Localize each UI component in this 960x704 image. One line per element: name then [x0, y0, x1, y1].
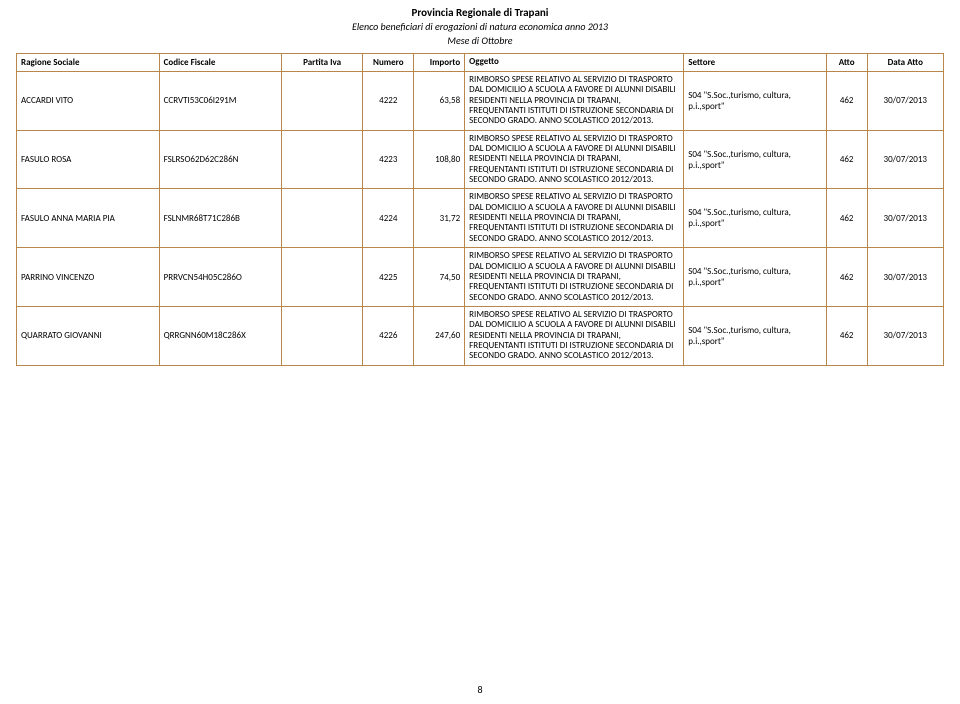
cell-ragione: FASULO ANNA MARIA PIA — [17, 189, 160, 248]
col-numero: Numero — [363, 54, 414, 72]
cell-oggetto: RIMBORSO SPESE RELATIVO AL SERVIZIO DI T… — [465, 248, 684, 307]
cell-data: 30/07/2013 — [867, 248, 943, 307]
table-row: FASULO ROSAFSLRSO62D62C286N 4223108,80RIM… — [17, 130, 944, 189]
cell-atto: 462 — [826, 130, 867, 189]
table-row: QUARRATO GIOVANNIQRRGNN60M18C286X 4226247… — [17, 306, 944, 365]
cell-numero: 4226 — [363, 306, 414, 365]
cell-settore: S04 "S.Soc.,turismo, cultura, p.i.,sport… — [684, 189, 827, 248]
table-row: FASULO ANNA MARIA PIAFSLNMR68T71C286B 422… — [17, 189, 944, 248]
cell-data: 30/07/2013 — [867, 72, 943, 131]
cell-settore: S04 "S.Soc.,turismo, cultura, p.i.,sport… — [684, 248, 827, 307]
cell-numero: 4224 — [363, 189, 414, 248]
cell-ragione: PARRINO VINCENZO — [17, 248, 160, 307]
cell-oggetto: RIMBORSO SPESE RELATIVO AL SERVIZIO DI T… — [465, 189, 684, 248]
cell-oggetto: RIMBORSO SPESE RELATIVO AL SERVIZIO DI T… — [465, 72, 684, 131]
page-subtitle: Elenco beneficiari di erogazioni di natu… — [0, 20, 960, 33]
cell-importo: 63,58 — [414, 72, 465, 131]
cell-data: 30/07/2013 — [867, 189, 943, 248]
cell-partita — [281, 72, 362, 131]
col-partita: Partita Iva — [281, 54, 362, 72]
cell-partita — [281, 189, 362, 248]
cell-oggetto: RIMBORSO SPESE RELATIVO AL SERVIZIO DI T… — [465, 130, 684, 189]
page-title: Provincia Regionale di Trapani — [0, 6, 960, 19]
cell-numero: 4225 — [363, 248, 414, 307]
col-atto: Atto — [826, 54, 867, 72]
cell-atto: 462 — [826, 189, 867, 248]
table-row: ACCARDI VITOCCRVTI53C06I291M 422263,58RIM… — [17, 72, 944, 131]
col-ragione: Ragione Sociale — [17, 54, 160, 72]
cell-ragione: QUARRATO GIOVANNI — [17, 306, 160, 365]
table-row: PARRINO VINCENZOPRRVCN54H05C286O 422574,5… — [17, 248, 944, 307]
col-oggetto: Oggetto — [465, 54, 684, 72]
cell-importo: 247,60 — [414, 306, 465, 365]
cell-partita — [281, 248, 362, 307]
beneficiaries-table: Ragione Sociale Codice Fiscale Partita I… — [16, 53, 944, 366]
cell-settore: S04 "S.Soc.,turismo, cultura, p.i.,sport… — [684, 306, 827, 365]
cell-importo: 31,72 — [414, 189, 465, 248]
cell-codice: FSLNMR68T71C286B — [159, 189, 281, 248]
cell-codice: QRRGNN60M18C286X — [159, 306, 281, 365]
cell-codice: CCRVTI53C06I291M — [159, 72, 281, 131]
cell-numero: 4222 — [363, 72, 414, 131]
cell-oggetto: RIMBORSO SPESE RELATIVO AL SERVIZIO DI T… — [465, 306, 684, 365]
cell-data: 30/07/2013 — [867, 130, 943, 189]
cell-settore: S04 "S.Soc.,turismo, cultura, p.i.,sport… — [684, 72, 827, 131]
cell-ragione: FASULO ROSA — [17, 130, 160, 189]
cell-importo: 108,80 — [414, 130, 465, 189]
col-data: Data Atto — [867, 54, 943, 72]
table-header-row: Ragione Sociale Codice Fiscale Partita I… — [17, 54, 944, 72]
cell-data: 30/07/2013 — [867, 306, 943, 365]
cell-atto: 462 — [826, 248, 867, 307]
col-importo: Importo — [414, 54, 465, 72]
page-month: Mese di Ottobre — [0, 34, 960, 47]
cell-codice: PRRVCN54H05C286O — [159, 248, 281, 307]
page-header: Provincia Regionale di Trapani Elenco be… — [0, 0, 960, 49]
cell-numero: 4223 — [363, 130, 414, 189]
cell-ragione: ACCARDI VITO — [17, 72, 160, 131]
cell-atto: 462 — [826, 72, 867, 131]
cell-codice: FSLRSO62D62C286N — [159, 130, 281, 189]
col-settore: Settore — [684, 54, 827, 72]
cell-partita — [281, 130, 362, 189]
cell-settore: S04 "S.Soc.,turismo, cultura, p.i.,sport… — [684, 130, 827, 189]
col-codice: Codice Fiscale — [159, 54, 281, 72]
cell-importo: 74,50 — [414, 248, 465, 307]
cell-partita — [281, 306, 362, 365]
page-number: 8 — [0, 683, 960, 696]
cell-atto: 462 — [826, 306, 867, 365]
